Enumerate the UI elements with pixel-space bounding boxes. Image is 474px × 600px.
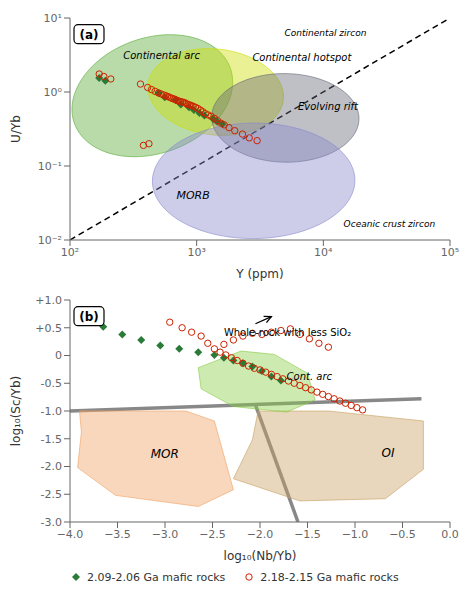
svg-text:10²: 10² [61,246,79,259]
svg-text:10⁰: 10⁰ [44,86,63,99]
svg-text:10⁻²: 10⁻² [38,234,62,247]
svg-text:(b): (b) [79,310,99,324]
svg-text:-0.5: -0.5 [41,377,62,390]
svg-text:10³: 10³ [187,246,205,259]
svg-text:−2.0: −2.0 [247,528,274,541]
svg-text:U/Yb: U/Yb [9,115,23,143]
svg-text:−3.0: −3.0 [152,528,179,541]
svg-text:Continental hotspot: Continental hotspot [252,52,352,63]
svg-text:10¹: 10¹ [44,12,62,25]
svg-text:Evolving rift: Evolving rift [298,101,359,112]
svg-text:+1.0: +1.0 [35,294,62,307]
svg-text:10⁴: 10⁴ [314,246,333,259]
svg-text:0: 0 [55,349,62,362]
svg-text:Y (ppm): Y (ppm) [235,267,283,281]
svg-text:OI: OI [382,446,395,460]
svg-text:−1.0: −1.0 [342,528,369,541]
svg-text:+0.5: +0.5 [35,322,62,335]
svg-text:-2.0: -2.0 [41,460,62,473]
svg-text:MORB: MORB [176,189,209,202]
svg-text:0.0: 0.0 [441,528,459,541]
svg-text:−2.5: −2.5 [199,528,226,541]
svg-text:-1.5: -1.5 [41,433,62,446]
svg-text:MOR: MOR [151,447,179,461]
svg-text:−1.5: −1.5 [294,528,321,541]
svg-text:10⁻¹: 10⁻¹ [38,160,62,173]
svg-text:(a): (a) [79,28,98,42]
svg-text:Continental zircon: Continental zircon [284,28,366,38]
html-text:2.18-2.15 Ga mafic rocks: 2.18-2.15 Ga mafic rocks [260,570,399,584]
svg-text:Cont. arc: Cont. arc [287,371,333,382]
svg-text:Whole-rock with less SiO₂: Whole-rock with less SiO₂ [224,327,351,338]
svg-text:−3.5: −3.5 [104,528,131,541]
svg-text:Oceanic crust zircon: Oceanic crust zircon [344,219,436,229]
svg-text:-3.0: -3.0 [41,516,62,529]
svg-text:Continental arc: Continental arc [123,50,200,61]
svg-text:10⁵: 10⁵ [441,246,459,259]
svg-text:log₁₀(Nb/Yb): log₁₀(Nb/Yb) [224,549,297,563]
html-text:2.09-2.06 Ga mafic rocks: 2.09-2.06 Ga mafic rocks [87,570,226,584]
svg-text:log₁₀(Sc/Yb): log₁₀(Sc/Yb) [9,376,23,446]
svg-text:-2.5: -2.5 [41,488,62,501]
svg-text:−4.0: −4.0 [57,528,84,541]
svg-text:-1.0: -1.0 [41,405,62,418]
svg-text:−0.5: −0.5 [389,528,416,541]
